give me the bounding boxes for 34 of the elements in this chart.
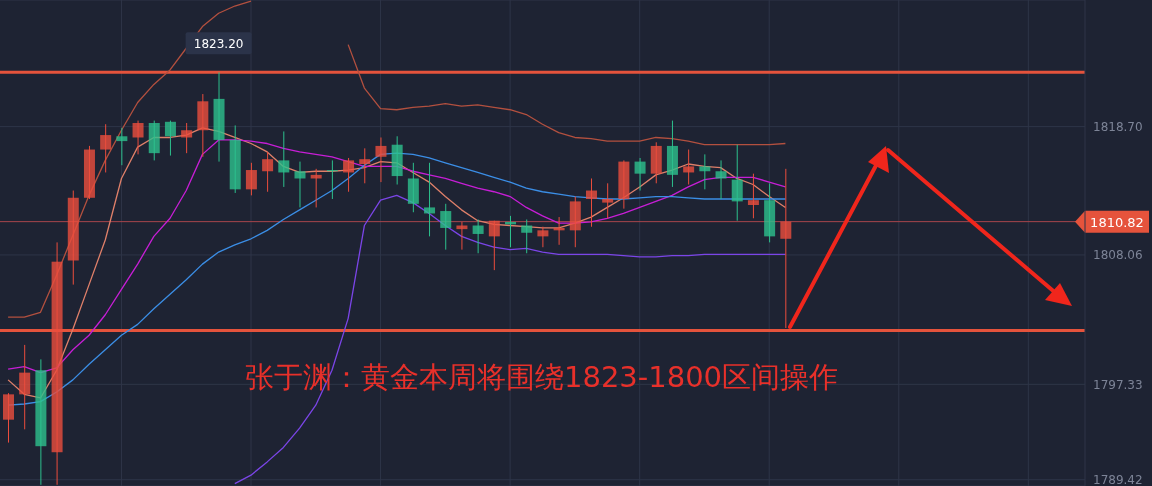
candlestick (294, 161, 306, 208)
y-tick-label: 1808.06 (1093, 248, 1143, 263)
candlestick (278, 130, 290, 188)
annotation: 张于渊：黄金本周将围绕1823-1800区间操作 (245, 359, 839, 396)
candlestick (521, 218, 533, 254)
candlestick (747, 173, 759, 219)
candlestick (715, 159, 727, 200)
candlestick (683, 149, 695, 186)
candlestick (537, 226, 549, 248)
candlestick (19, 344, 31, 430)
candlestick (699, 153, 711, 190)
candlestick (634, 157, 646, 192)
candlestick (359, 147, 371, 184)
candlestick (602, 182, 614, 219)
candlestick (375, 136, 387, 183)
candlestick (731, 144, 743, 222)
candlestick (585, 177, 597, 228)
candlestick (132, 120, 144, 155)
annotation: 1823.20 (193, 37, 244, 52)
candlestick (100, 123, 112, 173)
candlestick (181, 122, 193, 154)
candlestick (262, 151, 274, 193)
candlestick (164, 120, 176, 157)
candlestick (424, 162, 436, 237)
candlestick (245, 162, 257, 196)
y-tick-label: 1797.33 (1093, 377, 1143, 392)
candlestick (488, 220, 500, 271)
ref-line-label: 1810.82 (1090, 214, 1144, 230)
y-tick-label: 1818.70 (1093, 119, 1143, 134)
candlestick (472, 218, 484, 254)
candlestick (343, 157, 355, 193)
y-tick-label: 1789.42 (1093, 472, 1143, 486)
candlestick (116, 127, 128, 166)
candlestick (440, 203, 452, 251)
